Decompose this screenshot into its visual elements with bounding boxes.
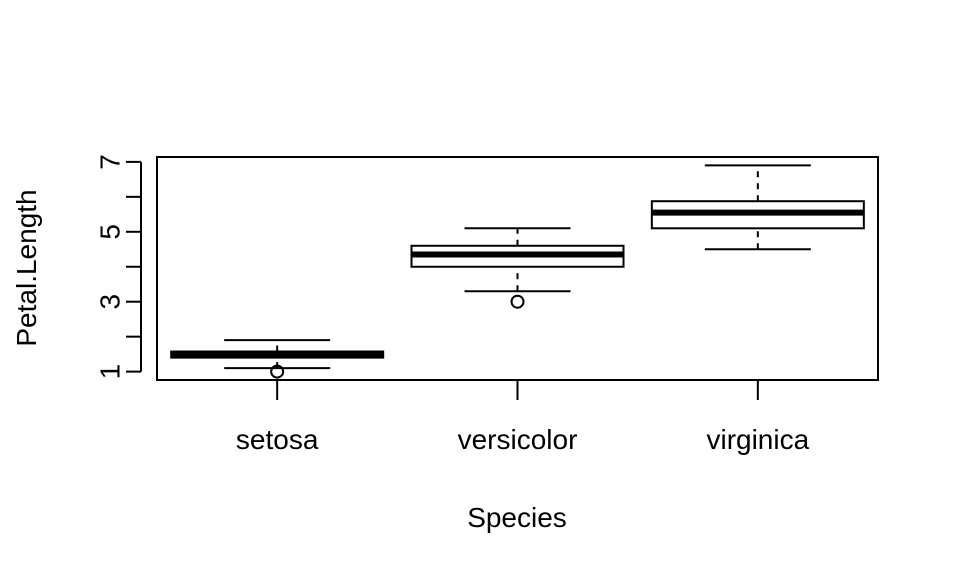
plot-frame: [156, 156, 879, 381]
box-versicolor: [410, 227, 625, 309]
x-tick-label-setosa: setosa: [236, 424, 319, 455]
y-axis-title: Petal.Length: [11, 189, 42, 346]
y-tick-label: 3: [95, 294, 126, 310]
box-virginica: [650, 164, 865, 251]
y-tick-label: 1: [95, 364, 126, 380]
boxes: [170, 164, 865, 379]
y-ticks: 1 3 5 7: [95, 154, 141, 380]
x-ticks: setosa versicolor virginica: [236, 380, 810, 455]
x-tick-label-virginica: virginica: [706, 424, 809, 455]
box-setosa: [170, 339, 385, 379]
y-tick-label: 5: [95, 224, 126, 240]
y-tick-label: 7: [95, 154, 126, 170]
x-tick-label-versicolor: versicolor: [458, 424, 578, 455]
outlier-point: [270, 364, 285, 379]
outlier-point: [510, 294, 525, 309]
x-axis-title: Species: [467, 502, 567, 533]
